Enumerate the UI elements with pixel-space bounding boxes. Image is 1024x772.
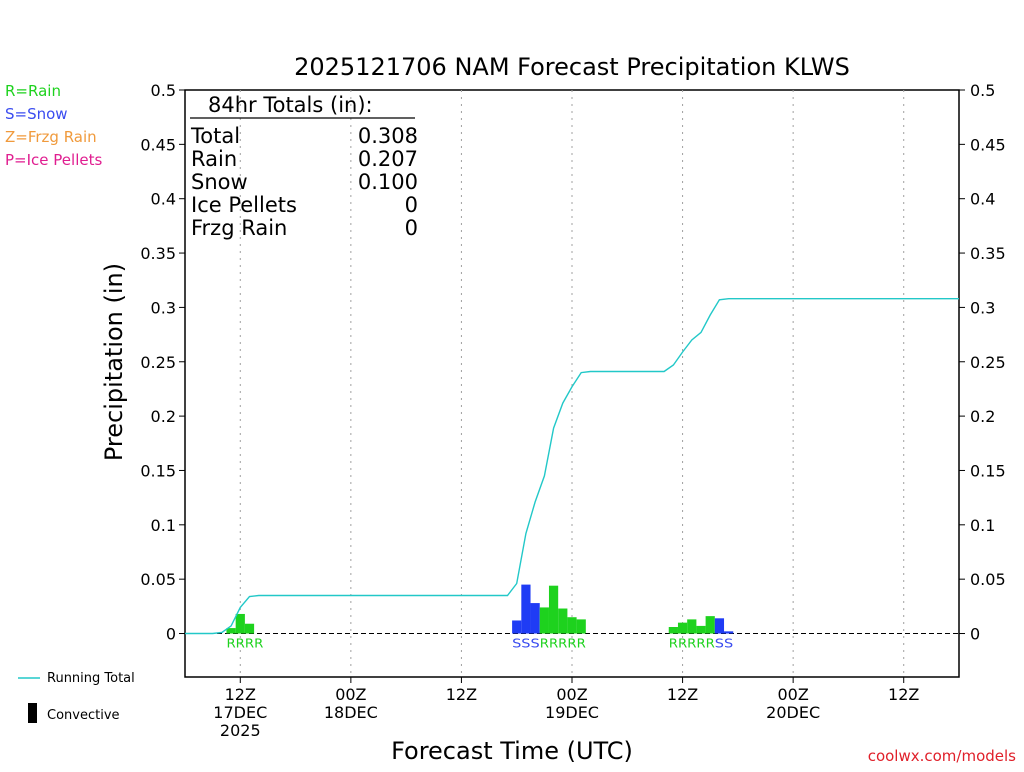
chart-title: 2025121706 NAM Forecast Precipitation KL…	[294, 53, 850, 81]
precip-type-label: RRRRR	[669, 637, 715, 651]
precip-bar-snow	[724, 631, 734, 634]
totals-value: 0.207	[358, 147, 418, 171]
y-axis-right: 0 0.05 0.1 0.15 0.2 0.25 0.3 0.35 0.4 0.45 0.5	[959, 81, 1006, 644]
totals-header: 84hr Totals (in):	[208, 93, 373, 117]
y-tick-label-left: 0.25	[140, 353, 176, 372]
precip-type-label: SS	[715, 637, 733, 651]
x-tick-label: 12Z	[888, 685, 919, 704]
totals-value: 0.100	[358, 170, 418, 194]
y-tick-label-right: 0.1	[970, 516, 995, 535]
y-tick-label-left: 0	[166, 625, 176, 644]
y-axis-title: Precipitation (in)	[100, 263, 128, 461]
y-tick-label-left: 0.5	[151, 81, 176, 100]
y-tick-label-right: 0	[970, 625, 980, 644]
precip-bars	[226, 584, 734, 634]
running-total-line	[185, 298, 959, 635]
legend-entry: P=Ice Pellets	[5, 151, 102, 169]
x-tick-label: 20DEC	[766, 703, 820, 722]
y-tick-label-right: 0.3	[970, 298, 995, 317]
precip-bar-rain	[677, 622, 688, 634]
precip-bar-rain	[558, 608, 568, 634]
y-tick-label-right: 0.35	[970, 244, 1006, 263]
y-tick-label-right: 0.2	[970, 407, 995, 426]
precip-bar-snow	[512, 620, 522, 634]
precip-bar-rain	[244, 623, 255, 634]
totals-label: Rain	[191, 147, 237, 171]
precip-type-legend: R=Rain S=Snow Z=Frzg Rain P=Ice Pellets	[5, 82, 102, 169]
y-axis-left: 0 0.05 0.1 0.15 0.2 0.25 0.3 0.35 0.4 0.45 0.5	[140, 81, 185, 644]
legend-entry: Z=Frzg Rain	[5, 128, 97, 146]
x-tick-label: 18DEC	[324, 703, 378, 722]
precip-bar-rain	[705, 616, 715, 634]
y-tick-label-right: 0.45	[970, 135, 1006, 154]
x-tick-label: 12Z	[667, 685, 698, 704]
y-tick-label-left: 0.4	[151, 190, 176, 209]
precip-bar-rain	[539, 607, 549, 634]
y-tick-label-right: 0.15	[970, 461, 1006, 480]
precip-bar-rain	[576, 619, 586, 634]
precip-type-labels: RRRR SSS RRRRR RRRRR SS	[226, 637, 733, 651]
x-tick-label: 17DEC	[213, 703, 267, 722]
convective-legend-swatch	[28, 703, 37, 723]
precip-bar-rain	[548, 585, 559, 634]
x-axis-title: Forecast Time (UTC)	[391, 737, 633, 765]
precip-bar-snow	[714, 618, 725, 634]
precip-bar-snow	[530, 603, 540, 634]
y-tick-label-right: 0.25	[970, 353, 1006, 372]
precip-bar-rain	[235, 613, 245, 634]
y-tick-label-left: 0.05	[140, 570, 176, 589]
grid-lines	[239, 90, 905, 677]
y-tick-label-right: 0.5	[970, 81, 995, 100]
totals-label: Frzg Rain	[191, 216, 287, 240]
totals-label: Total	[190, 124, 240, 148]
y-tick-label-right: 0.4	[970, 190, 995, 209]
totals-box: 84hr Totals (in): Total 0.308 Rain 0.207 Snow…	[190, 93, 418, 240]
precip-bar-rain	[687, 619, 697, 634]
precip-bar-snow	[521, 584, 531, 634]
x-tick-label: 19DEC	[545, 703, 599, 722]
y-tick-label-right: 0.05	[970, 570, 1006, 589]
totals-value: 0	[405, 193, 418, 217]
x-tick-label: 2025	[220, 721, 261, 740]
y-tick-label-left: 0.45	[140, 135, 176, 154]
totals-label: Snow	[191, 170, 248, 194]
totals-value: 0.308	[358, 124, 418, 148]
x-tick-label: 12Z	[446, 685, 477, 704]
x-tick-label: 00Z	[556, 685, 587, 704]
precip-bar-rain	[696, 625, 706, 634]
precip-bar-rain	[567, 617, 577, 634]
y-tick-label-left: 0.3	[151, 298, 176, 317]
legend-entry: S=Snow	[5, 105, 68, 123]
legend-entry: R=Rain	[5, 82, 61, 100]
x-tick-label: 00Z	[335, 685, 366, 704]
running-total-legend-label: Running Total	[47, 671, 135, 686]
x-tick-label: 12Z	[225, 685, 256, 704]
x-tick-label: 00Z	[777, 685, 808, 704]
convective-legend-label: Convective	[47, 708, 120, 723]
precip-bar-rain	[226, 628, 236, 634]
y-tick-label-left: 0.15	[140, 461, 176, 480]
precip-type-label: SSS	[512, 637, 540, 651]
precip-type-label: RRRRR	[540, 637, 586, 651]
y-tick-label-left: 0.2	[151, 407, 176, 426]
y-tick-label-left: 0.35	[140, 244, 176, 263]
precip-type-label: RRRR	[226, 637, 263, 651]
credit-text: coolwx.com/models	[868, 747, 1016, 765]
totals-value: 0	[405, 216, 418, 240]
y-tick-label-left: 0.1	[151, 516, 176, 535]
totals-label: Ice Pellets	[191, 193, 297, 217]
precip-bar-rain	[668, 626, 678, 634]
